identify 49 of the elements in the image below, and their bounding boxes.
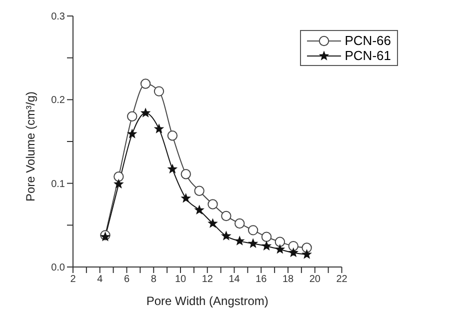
point	[248, 225, 258, 236]
point	[302, 250, 312, 258]
x-axis-title: Pore Width (Angstrom)	[146, 294, 268, 308]
x-tick-label: 8	[150, 274, 157, 286]
y-tick-label: 0.1	[51, 178, 66, 190]
point	[234, 218, 245, 229]
point	[222, 232, 230, 240]
x-tick-label: 22	[336, 274, 348, 286]
point	[208, 218, 218, 228]
x-tick-label: 14	[228, 274, 240, 286]
y-tick-label: 0.2	[51, 95, 66, 106]
point	[274, 236, 286, 247]
legend-label: PCN-61	[344, 48, 391, 63]
point	[276, 244, 284, 254]
point	[168, 164, 177, 173]
x-tick-label: 10	[174, 274, 186, 286]
point	[128, 129, 136, 138]
point	[288, 240, 298, 252]
point	[114, 180, 123, 188]
x-tick-label: 6	[124, 274, 130, 286]
x-tick-label: 16	[256, 274, 268, 286]
point	[114, 172, 124, 182]
point	[167, 130, 178, 141]
point	[302, 242, 312, 253]
point	[248, 239, 258, 248]
y-tick-label: 0.3	[51, 12, 66, 23]
point	[235, 236, 244, 245]
point	[194, 186, 204, 196]
point	[208, 199, 218, 210]
x-tick-label: 4	[97, 274, 104, 286]
y-axis-title: Pore Volume (cm³/g)	[23, 91, 38, 202]
legend-label: PCN-66	[344, 33, 391, 48]
x-tick-label: 18	[282, 274, 294, 286]
point	[127, 111, 138, 122]
point	[140, 78, 151, 89]
x-tick-label: 20	[309, 274, 321, 286]
point	[289, 248, 298, 257]
y-tick-label: 0.0	[51, 262, 66, 274]
point	[154, 86, 164, 96]
point	[261, 232, 272, 242]
point	[221, 210, 232, 222]
point	[154, 124, 164, 133]
x-tick-label: 12	[202, 274, 214, 286]
point	[141, 108, 150, 117]
point	[195, 206, 204, 214]
point	[180, 169, 191, 180]
point	[262, 242, 271, 250]
x-tick-label: 2	[70, 274, 76, 286]
point	[182, 194, 190, 202]
